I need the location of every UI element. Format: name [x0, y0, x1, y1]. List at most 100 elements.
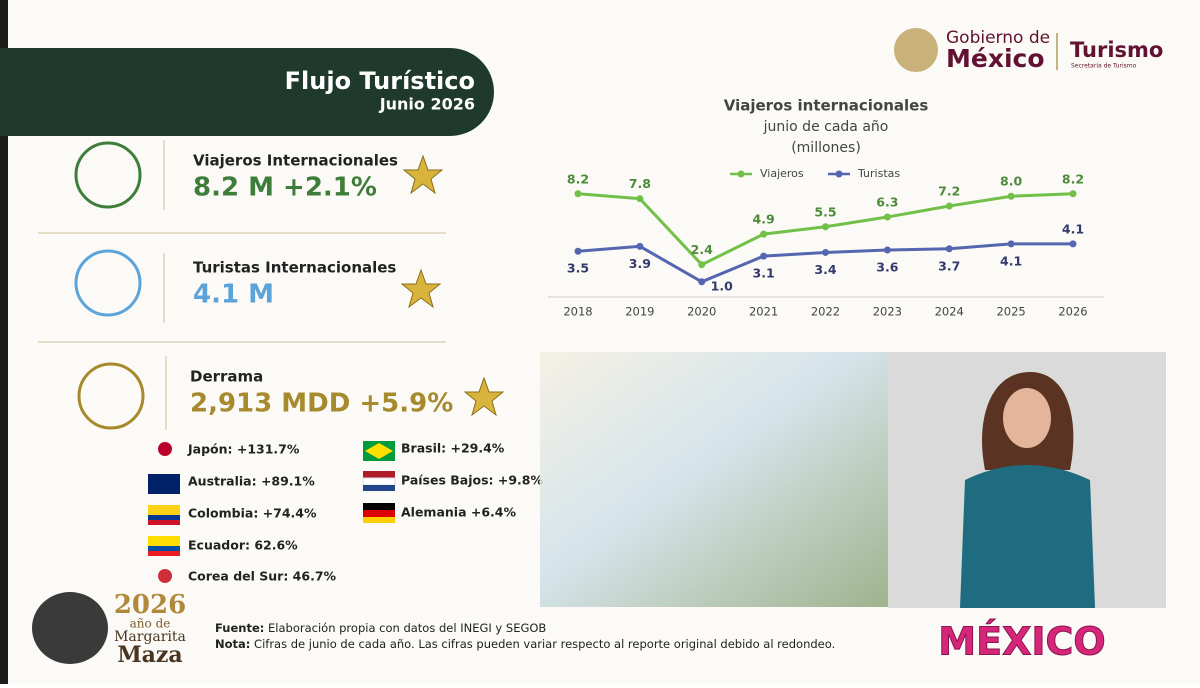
legend-label: Turistas	[857, 167, 900, 180]
footer-label: Nota:	[215, 637, 250, 651]
indicator-label: Derrama	[190, 368, 263, 386]
footer-note: Nota: Cifras de junio de cada año. Las c…	[215, 637, 835, 651]
data-label: 7.2	[938, 184, 960, 199]
footer-text: Elaboración propia con datos del INEGI y…	[268, 621, 546, 635]
flag-korea	[158, 569, 172, 583]
chart-unit: (millones)	[791, 140, 861, 156]
icon-spending	[77, 362, 145, 430]
chart-title: Viajeros internacionales	[724, 97, 929, 115]
country: Alemania +6.4%	[401, 505, 516, 520]
data-label: 8.0	[1000, 174, 1022, 189]
data-label: 8.2	[1062, 171, 1084, 186]
data-point	[945, 245, 953, 253]
footer-label: Fuente:	[215, 621, 264, 635]
data-point	[822, 223, 829, 231]
data-point	[1069, 240, 1077, 248]
data-point	[636, 242, 644, 250]
data-point	[883, 213, 891, 221]
x-tick-label: 2025	[996, 305, 1025, 319]
data-label: 3.7	[938, 258, 960, 273]
flag-ecuador	[148, 546, 180, 551]
flag-germany	[363, 503, 395, 510]
badge-line: Margarita	[114, 629, 186, 645]
country: Países Bajos: +9.8%	[401, 473, 543, 488]
data-label: 3.1	[753, 266, 775, 281]
star	[402, 154, 444, 195]
data-label: 3.5	[567, 261, 589, 276]
x-tick-label: 2022	[811, 305, 840, 319]
legend-marker	[737, 170, 745, 178]
brand: MÉXICO	[938, 620, 1105, 664]
icon-tourists	[74, 249, 142, 317]
data-label: 4.9	[753, 212, 775, 227]
flag-brazil	[365, 443, 393, 459]
data-label: 3.9	[629, 256, 651, 271]
data-label: 6.3	[876, 195, 898, 210]
flag-germany	[363, 517, 395, 523]
data-point	[698, 261, 706, 269]
legend-marker	[835, 170, 843, 178]
indicator-label: Viajeros Internacionales	[193, 152, 398, 170]
flag-colombia	[148, 505, 180, 515]
interpreter-body	[960, 465, 1095, 608]
flag-netherlands	[363, 485, 395, 491]
indicator-value: 8.2 M +2.1%	[193, 173, 377, 203]
data-label: 1.0	[711, 278, 733, 293]
x-tick-label: 2023	[873, 305, 902, 319]
logo-agency: Turismo	[1070, 38, 1163, 62]
badge-line: Maza	[117, 642, 182, 668]
data-point	[760, 252, 768, 260]
logo-line1: Gobierno de	[946, 28, 1050, 48]
logo-line2: México	[946, 44, 1045, 73]
flags	[148, 441, 396, 583]
data-label: 7.8	[629, 176, 651, 191]
data-label: 5.5	[814, 204, 836, 219]
flag-germany	[363, 510, 395, 517]
flag-colombia	[148, 515, 180, 520]
country: Ecuador: 62.6%	[188, 538, 298, 553]
data-label: 3.6	[876, 260, 898, 275]
portrait	[32, 592, 108, 664]
data-point	[574, 190, 582, 198]
data-label: 8.2	[567, 171, 589, 186]
logo-seal	[894, 28, 938, 72]
country: Brasil: +29.4%	[401, 441, 505, 456]
flag-australia	[148, 474, 180, 494]
stars	[400, 154, 505, 417]
star	[463, 376, 505, 417]
data-point	[574, 247, 582, 255]
flag-netherlands	[362, 477, 396, 486]
indicator-value: 4.1 M	[193, 280, 274, 310]
data-point	[945, 202, 953, 210]
flag-netherlands	[363, 471, 395, 478]
line-chart: Viajeros internacionales junio de cada a…	[548, 97, 1104, 319]
data-point	[822, 248, 829, 256]
flag-ecuador	[148, 536, 180, 546]
frame-edge	[0, 0, 8, 684]
header-banner	[0, 48, 494, 136]
x-tick-label: 2020	[687, 305, 716, 319]
data-point	[760, 230, 768, 238]
country: Japón: +131.7%	[187, 442, 300, 457]
x-tick-label: 2021	[749, 305, 778, 319]
star	[400, 268, 442, 309]
data-label: 4.1	[1000, 253, 1022, 268]
flag-japan	[158, 442, 172, 456]
data-label: 3.4	[814, 262, 836, 277]
badge-line: año de	[130, 617, 171, 631]
data-point	[636, 195, 644, 203]
chart-subtitle: junio de cada año	[763, 119, 889, 135]
country: Australia: +89.1%	[188, 474, 315, 489]
x-tick-label: 2024	[935, 305, 964, 319]
indicator-value: 2,913 MDD +5.9%	[190, 389, 453, 419]
country: Colombia: +74.4%	[188, 506, 317, 521]
flag-ecuador	[148, 551, 180, 556]
icon-travelers	[74, 141, 142, 209]
data-point	[1007, 240, 1015, 248]
footer-text: Cifras de junio de cada año. Las cifras …	[254, 637, 835, 651]
interpreter-face	[1003, 388, 1051, 448]
beach-photo	[540, 352, 890, 607]
x-tick-label: 2026	[1058, 305, 1087, 319]
country: Corea del Sur: 46.7%	[188, 569, 337, 584]
data-point	[698, 278, 706, 286]
